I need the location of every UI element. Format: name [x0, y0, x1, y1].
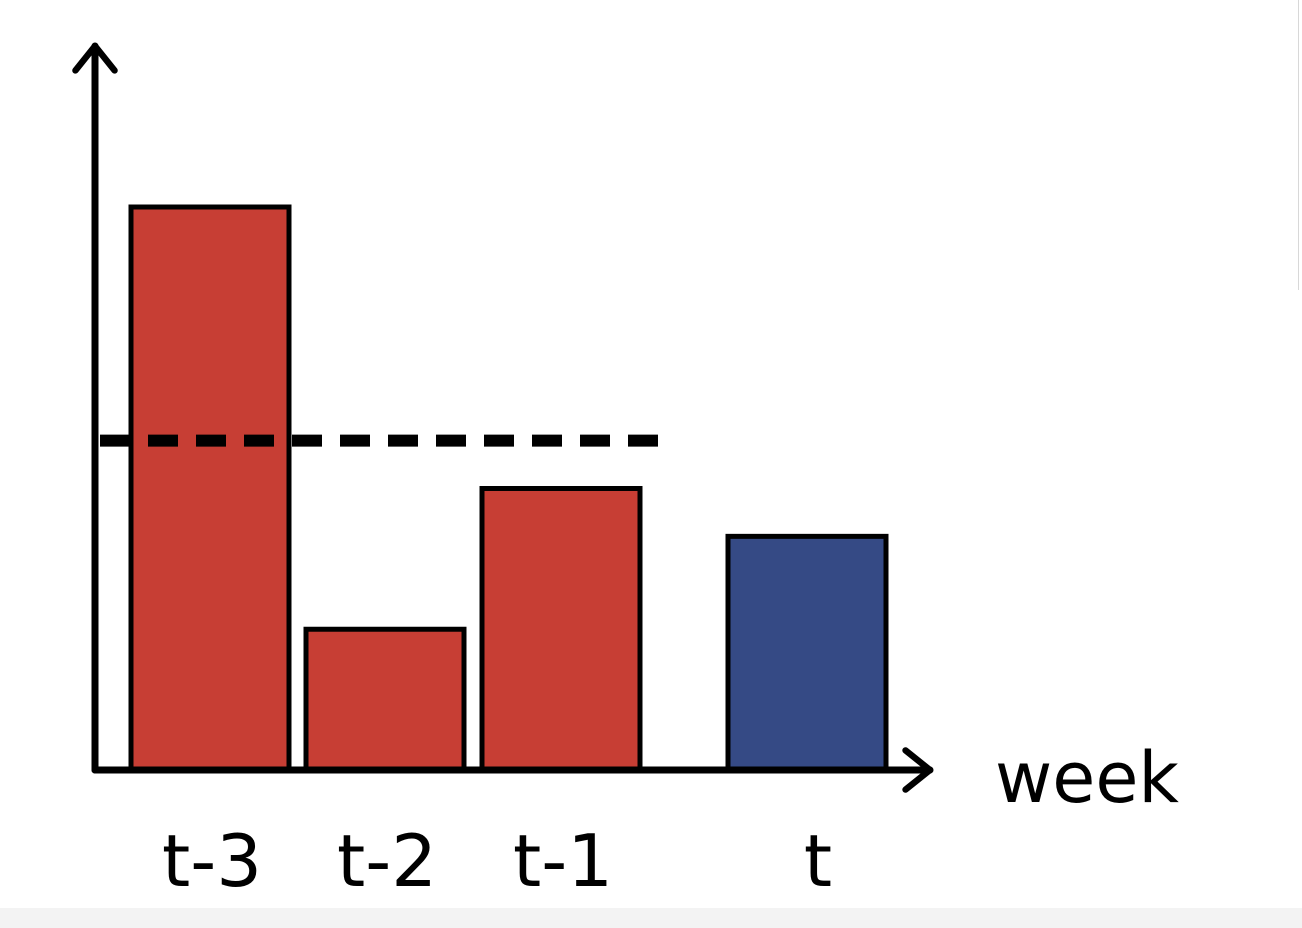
bar-t-2	[303, 626, 467, 773]
x-tick-label-t: t	[804, 819, 832, 903]
bars-group	[128, 204, 889, 773]
bar-t	[725, 533, 889, 773]
x-tick-label-t-1: t-1	[513, 819, 613, 903]
bar-t-3	[128, 204, 292, 773]
window-edge-divider	[1298, 0, 1299, 290]
x-tick-labels: t-3 t-2 t-1 t	[162, 819, 832, 903]
bar-t-1	[479, 486, 643, 773]
bottom-strip	[0, 908, 1302, 928]
x-tick-label-t-2: t-2	[337, 819, 437, 903]
x-axis-label: week	[995, 737, 1179, 819]
x-tick-label-t-3: t-3	[162, 819, 262, 903]
